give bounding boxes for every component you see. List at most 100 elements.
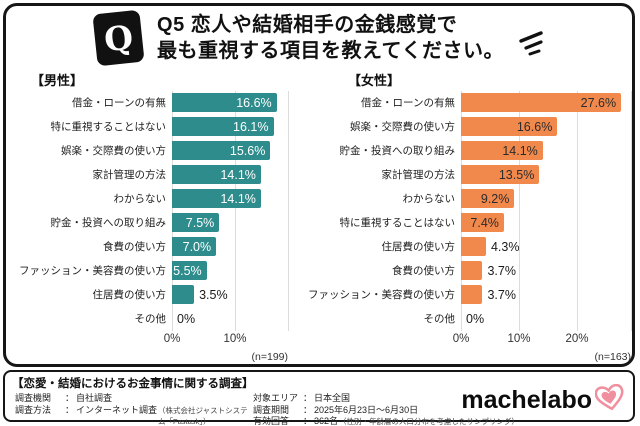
axis-tick-label: 10% bbox=[223, 332, 247, 345]
survey-field-label: 調査期間 bbox=[253, 404, 290, 415]
bar-row: 食費の使い方 3.7% bbox=[343, 259, 632, 283]
bar-row: 貯金・投資への取り組み 14.1% bbox=[339, 139, 632, 163]
grid-line bbox=[576, 90, 578, 331]
axis-tick-label: 0% bbox=[452, 332, 470, 345]
bar-cell: 15.6% bbox=[172, 139, 288, 163]
charts-section: 【男性】 借金・ローンの有無 16.6% 特に重視することはない 16.1% 娯楽・交際… bbox=[6, 70, 632, 363]
bar-cell: 13.5% bbox=[461, 163, 631, 187]
bar: 14.1% bbox=[461, 141, 543, 161]
category-label: ファッション・美容費の使い方 bbox=[308, 289, 455, 302]
survey-field-separator: ： bbox=[303, 404, 313, 415]
axis-tick-label: 20% bbox=[565, 332, 589, 345]
female-chart-axis: 0% 10% 20% bbox=[343, 333, 632, 348]
category-label: その他 bbox=[423, 313, 456, 326]
hand-drawn-arrow-icon bbox=[515, 30, 543, 61]
bar-cell: 16.6% bbox=[461, 115, 631, 139]
bar-cell: 4.3% bbox=[461, 235, 631, 259]
value-label: 15.6% bbox=[229, 143, 266, 158]
gridlines bbox=[171, 90, 289, 331]
bar-cell: 7.5% bbox=[172, 211, 288, 235]
bar: 7.4% bbox=[461, 213, 504, 233]
survey-field-separator: ： bbox=[303, 393, 313, 403]
bar-row: 借金・ローンの有無 27.6% bbox=[343, 91, 632, 115]
bar: 14.1% bbox=[172, 165, 261, 185]
value-label: 0% bbox=[466, 311, 485, 326]
category-label: 住居費の使い方 bbox=[381, 241, 456, 254]
brand-logo: machelabo bbox=[461, 383, 625, 417]
value-label: 14.1% bbox=[220, 167, 256, 182]
value-label: 14.1% bbox=[502, 143, 538, 158]
bar-cell: 27.6% bbox=[461, 91, 631, 115]
bar-cell: 3.7% bbox=[461, 259, 631, 283]
value-label: 0% bbox=[177, 311, 196, 326]
bar bbox=[461, 261, 483, 281]
grid-line bbox=[630, 90, 632, 331]
survey-field-value: インターネット調査 bbox=[76, 404, 158, 415]
female-sample-size: (n=163) bbox=[594, 350, 631, 363]
bar-row: 食費の使い方 7.0% bbox=[13, 235, 343, 259]
bar-cell: 14.1% bbox=[461, 139, 631, 163]
bar-row: 特に重視することはない 7.4% bbox=[339, 211, 632, 235]
value-label: 13.5% bbox=[498, 167, 535, 182]
survey-info-title: 【恋愛・結婚におけるお金事情に関する調査】 bbox=[12, 378, 254, 390]
bar bbox=[461, 285, 483, 305]
bar: 14.1% bbox=[172, 189, 261, 209]
question-title-line1: Q5 恋人や結婚相手の金銭感覚で bbox=[157, 14, 458, 36]
bar-cell: 7.4% bbox=[461, 211, 631, 235]
category-label: わからない bbox=[113, 193, 167, 206]
bar-row: 家計管理の方法 13.5% bbox=[343, 163, 632, 187]
chart-card: Q Q5 恋人や結婚相手の金銭感覚で 最も重視する項目を教えてください。 【男性… bbox=[3, 3, 635, 367]
grid-line bbox=[234, 90, 236, 331]
female-chart-title: 【女性】 bbox=[348, 72, 401, 88]
grid-line bbox=[171, 90, 173, 331]
brand-logo-text: machelabo bbox=[461, 386, 592, 414]
value-label: 3.7% bbox=[487, 263, 516, 278]
survey-field-separator: ： bbox=[303, 416, 313, 426]
survey-field-note: （株式会社ジャストシステム「Fastask」） bbox=[158, 405, 248, 426]
category-label: 住居費の使い方 bbox=[92, 289, 167, 302]
male-chart-panel: 【男性】 借金・ローンの有無 16.6% 特に重視することはない 16.1% 娯楽・交際… bbox=[13, 70, 343, 363]
bar: 5.5% bbox=[172, 261, 207, 281]
category-label: 家計管理の方法 bbox=[92, 169, 167, 182]
bar-cell: 3.7% bbox=[461, 283, 631, 307]
category-label: 家計管理の方法 bbox=[381, 169, 456, 182]
bar-row: その他 0% bbox=[343, 307, 632, 331]
bar-row: 住居費の使い方 3.5% bbox=[13, 283, 343, 307]
question-title: Q5 恋人や結婚相手の金銭感覚で 最も重視する項目を教えてください。 bbox=[157, 12, 504, 65]
question-title-block: Q Q5 恋人や結婚相手の金銭感覚で 最も重視する項目を教えてください。 bbox=[6, 10, 632, 67]
bar-row: 貯金・投資への取り組み 7.5% bbox=[13, 211, 343, 235]
survey-info-card: 【恋愛・結婚におけるお金事情に関する調査】 調査機関：自社調査 調査方法：インタ… bbox=[3, 370, 635, 426]
value-label: 16.1% bbox=[233, 119, 269, 134]
value-label: 7.5% bbox=[185, 215, 215, 230]
bar-cell: 3.5% bbox=[172, 283, 288, 307]
bar-cell: 16.1% bbox=[172, 115, 288, 139]
question-title-line2: 最も重視する項目を教えてください。 bbox=[157, 40, 504, 63]
survey-field-separator: ： bbox=[65, 393, 75, 403]
bar-row: その他 0% bbox=[13, 307, 343, 331]
bar: 27.6% bbox=[461, 93, 622, 113]
bar: 9.2% bbox=[461, 189, 515, 209]
value-label: 3.7% bbox=[487, 287, 516, 302]
survey-info-left-column: 調査機関 ：自社調査 調査方法 ：インターネット調査 （株式会社ジャストシステム「Fa… bbox=[15, 393, 253, 426]
category-label: 娯楽・交際費の使い方 bbox=[61, 145, 166, 158]
survey-field-value: 日本全国 bbox=[314, 393, 351, 403]
survey-info-row: 調査機関 ：自社調査 bbox=[15, 393, 253, 405]
survey-info-right-column: 対象エリア：日本全国 調査期間： 2025年6月23日〜6月30日 有効回答： 36… bbox=[253, 393, 633, 426]
bar-cell: 14.1% bbox=[172, 163, 288, 187]
category-label: 食費の使い方 bbox=[103, 241, 166, 254]
category-label: わからない bbox=[402, 193, 456, 206]
survey-field-value: 自社調査 bbox=[76, 393, 113, 403]
survey-field-note: （性別・年齢層の人口分布を考慮したサンプリング） bbox=[339, 417, 519, 426]
bar: 13.5% bbox=[461, 165, 540, 185]
category-label: 特に重視することはない bbox=[339, 217, 456, 230]
bar-row: 特に重視することはない 16.1% bbox=[13, 115, 343, 139]
survey-field-label: 調査機関 bbox=[15, 393, 52, 403]
bar bbox=[461, 237, 486, 257]
bar-row: わからない 9.2% bbox=[343, 187, 632, 211]
category-label: 貯金・投資への取り組み bbox=[339, 145, 456, 158]
value-label: 9.2% bbox=[480, 191, 510, 206]
male-sample-size: (n=199) bbox=[251, 350, 288, 363]
survey-field-separator: ： bbox=[65, 404, 75, 415]
bar-row: わからない 14.1% bbox=[13, 187, 343, 211]
bar-row: 家計管理の方法 14.1% bbox=[13, 163, 343, 187]
